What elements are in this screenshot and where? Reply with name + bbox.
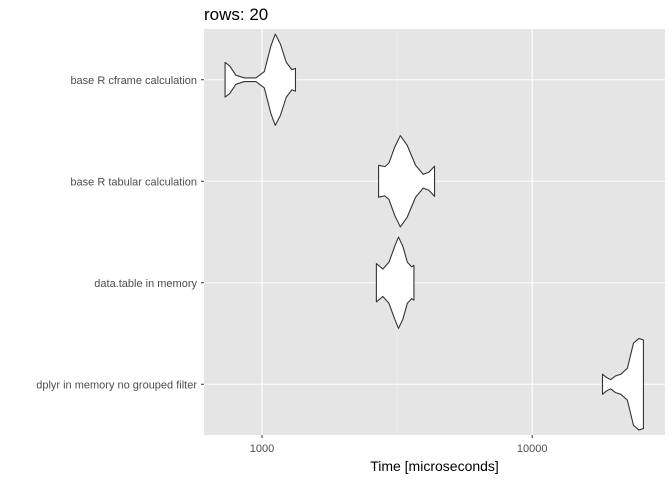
x-tick-label: 1000 <box>250 443 274 455</box>
y-tick-label: dplyr in memory no grouped filter <box>36 379 197 391</box>
violin-2 <box>375 236 415 329</box>
x-tick-label: 10000 <box>517 443 548 455</box>
violin-1 <box>378 135 436 228</box>
x-axis-title: Time [microseconds] <box>370 458 499 474</box>
violin-3 <box>601 338 644 431</box>
chart-title: rows: 20 <box>204 5 268 24</box>
violin-layer <box>224 33 644 431</box>
y-tick-label: data.table in memory <box>94 278 197 290</box>
x-axis: 1000 10000 <box>250 435 548 455</box>
violin-0 <box>224 33 297 126</box>
y-tick-label: base R cframe calculation <box>70 75 197 87</box>
y-axis: base R cframe calculation base R tabular … <box>36 75 204 391</box>
y-tick-label: base R tabular calculation <box>70 176 197 188</box>
